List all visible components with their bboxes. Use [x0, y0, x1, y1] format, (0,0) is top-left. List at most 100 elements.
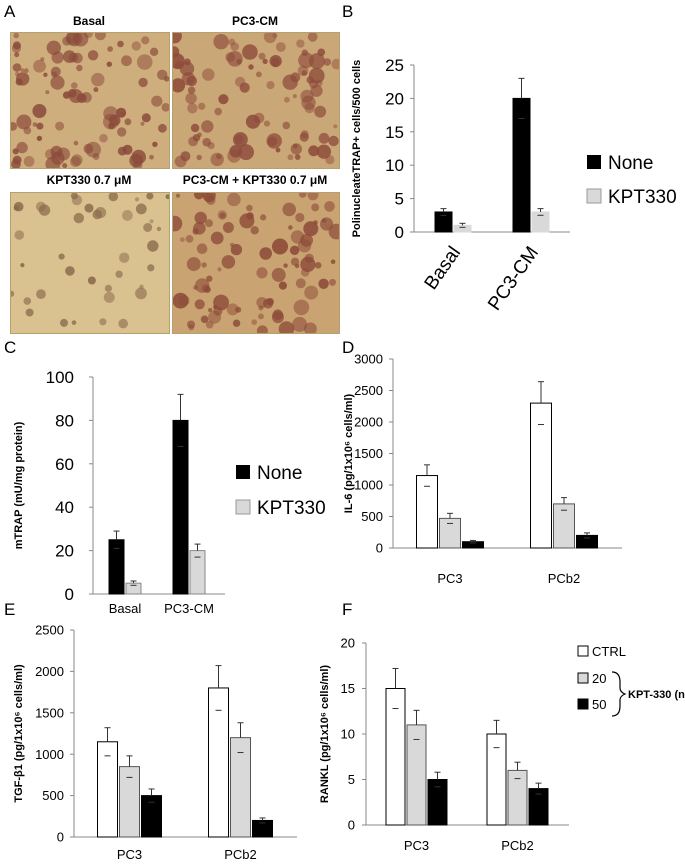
cell-blob	[267, 136, 278, 147]
cell-blob	[63, 50, 76, 63]
cell-blob	[295, 278, 306, 289]
cell-blob	[12, 41, 21, 50]
cell-blob	[62, 163, 68, 168]
cell-blob	[263, 120, 271, 127]
panel-letter-c: C	[4, 338, 17, 357]
x-tick-label: PC3	[437, 571, 462, 586]
legend-label: CTRL	[592, 644, 626, 659]
legend-swatch-kpt330	[235, 499, 251, 515]
cell-blob	[94, 207, 107, 219]
cell-blob	[235, 76, 246, 87]
cell-blob	[202, 193, 216, 202]
cell-blob	[221, 255, 236, 269]
cell-blob	[116, 107, 127, 118]
legend-swatch-none	[236, 465, 250, 479]
cell-blob	[141, 36, 150, 45]
cell-blob	[315, 79, 323, 87]
cell-blob	[71, 320, 77, 325]
cell-blob	[311, 203, 320, 212]
cell-blob	[272, 238, 288, 255]
cell-blob	[256, 325, 268, 333]
cell-blob	[300, 89, 314, 103]
cell-blob	[226, 303, 239, 316]
cell-blob	[294, 263, 300, 269]
y-axis-title: TGF-β1 (pg/1x10⁶ cells/ml)	[13, 664, 25, 803]
cell-blob	[35, 201, 46, 212]
cell-blob	[250, 226, 259, 235]
cell-blob	[13, 33, 19, 39]
cell-blob	[272, 309, 284, 320]
cell-blob	[11, 290, 15, 297]
cell-blob	[14, 230, 25, 240]
cell-blob	[188, 324, 195, 331]
cell-blob	[328, 135, 339, 147]
cell-blob	[307, 193, 319, 201]
cell-blob	[107, 46, 113, 52]
cell-blob	[135, 287, 147, 300]
cell-blob	[213, 34, 229, 50]
cell-blob	[194, 211, 207, 225]
cell-blob	[299, 132, 309, 142]
cell-blob	[158, 123, 167, 133]
cell-blob	[232, 319, 241, 327]
cell-blob	[282, 202, 296, 217]
cell-blob	[202, 68, 215, 81]
cell-blob	[207, 142, 215, 150]
cell-blob	[73, 33, 89, 47]
cell-blob	[87, 276, 96, 285]
cell-blob	[16, 141, 28, 154]
cell-blob	[60, 318, 68, 327]
cell-blob	[298, 193, 307, 198]
cell-blob	[186, 257, 201, 272]
cell-blob	[15, 71, 20, 77]
cell-blob	[331, 58, 339, 70]
cell-blob	[278, 281, 287, 290]
y-tick-label: 1500	[354, 446, 383, 461]
cell-blob	[45, 149, 56, 160]
cell-blob	[196, 243, 208, 254]
cell-blob	[283, 263, 288, 268]
y-tick-label: 0	[395, 223, 404, 242]
cell-blob	[147, 264, 155, 272]
cell-blob	[161, 103, 169, 112]
cell-blob	[65, 266, 75, 276]
y-tick-label: 10	[341, 727, 355, 742]
cell-blob	[58, 253, 65, 260]
y-tick-label: 25	[385, 56, 404, 75]
cell-blob	[23, 68, 29, 74]
photo-label-basal: Basal	[72, 14, 106, 28]
bar	[108, 539, 125, 595]
y-tick-label: 2000	[354, 415, 383, 430]
cell-blob	[152, 141, 158, 147]
cell-blob	[73, 140, 79, 146]
cell-blob	[46, 40, 61, 55]
cell-blob	[316, 144, 331, 159]
cell-blob	[140, 121, 145, 126]
micrograph-basal	[10, 32, 170, 169]
cell-blob	[292, 94, 297, 99]
cell-blob	[323, 58, 331, 66]
cell-blob	[139, 284, 144, 289]
cell-blob	[206, 275, 213, 282]
cell-blob	[253, 112, 265, 124]
x-tick-label: Basal	[109, 601, 142, 616]
cell-blob	[201, 284, 210, 293]
legend-label-none: None	[608, 153, 653, 174]
panel-letter-e: E	[4, 600, 16, 619]
y-tick-label: 0	[348, 818, 355, 833]
cell-blob	[217, 267, 222, 272]
cell-blob	[222, 222, 234, 233]
cell-blob	[122, 210, 133, 221]
cell-blob	[43, 72, 48, 77]
cell-blob	[294, 154, 301, 160]
cell-blob	[32, 104, 47, 118]
cell-blob	[146, 193, 154, 200]
y-axis-title: mTRAP (mU/mg protein)	[13, 421, 25, 549]
cell-blob	[147, 240, 159, 252]
cell-blob	[173, 78, 186, 93]
y-tick-label: 15	[385, 123, 404, 142]
cell-blob	[262, 58, 268, 64]
cell-blob	[266, 298, 274, 306]
cell-blob	[70, 156, 81, 168]
